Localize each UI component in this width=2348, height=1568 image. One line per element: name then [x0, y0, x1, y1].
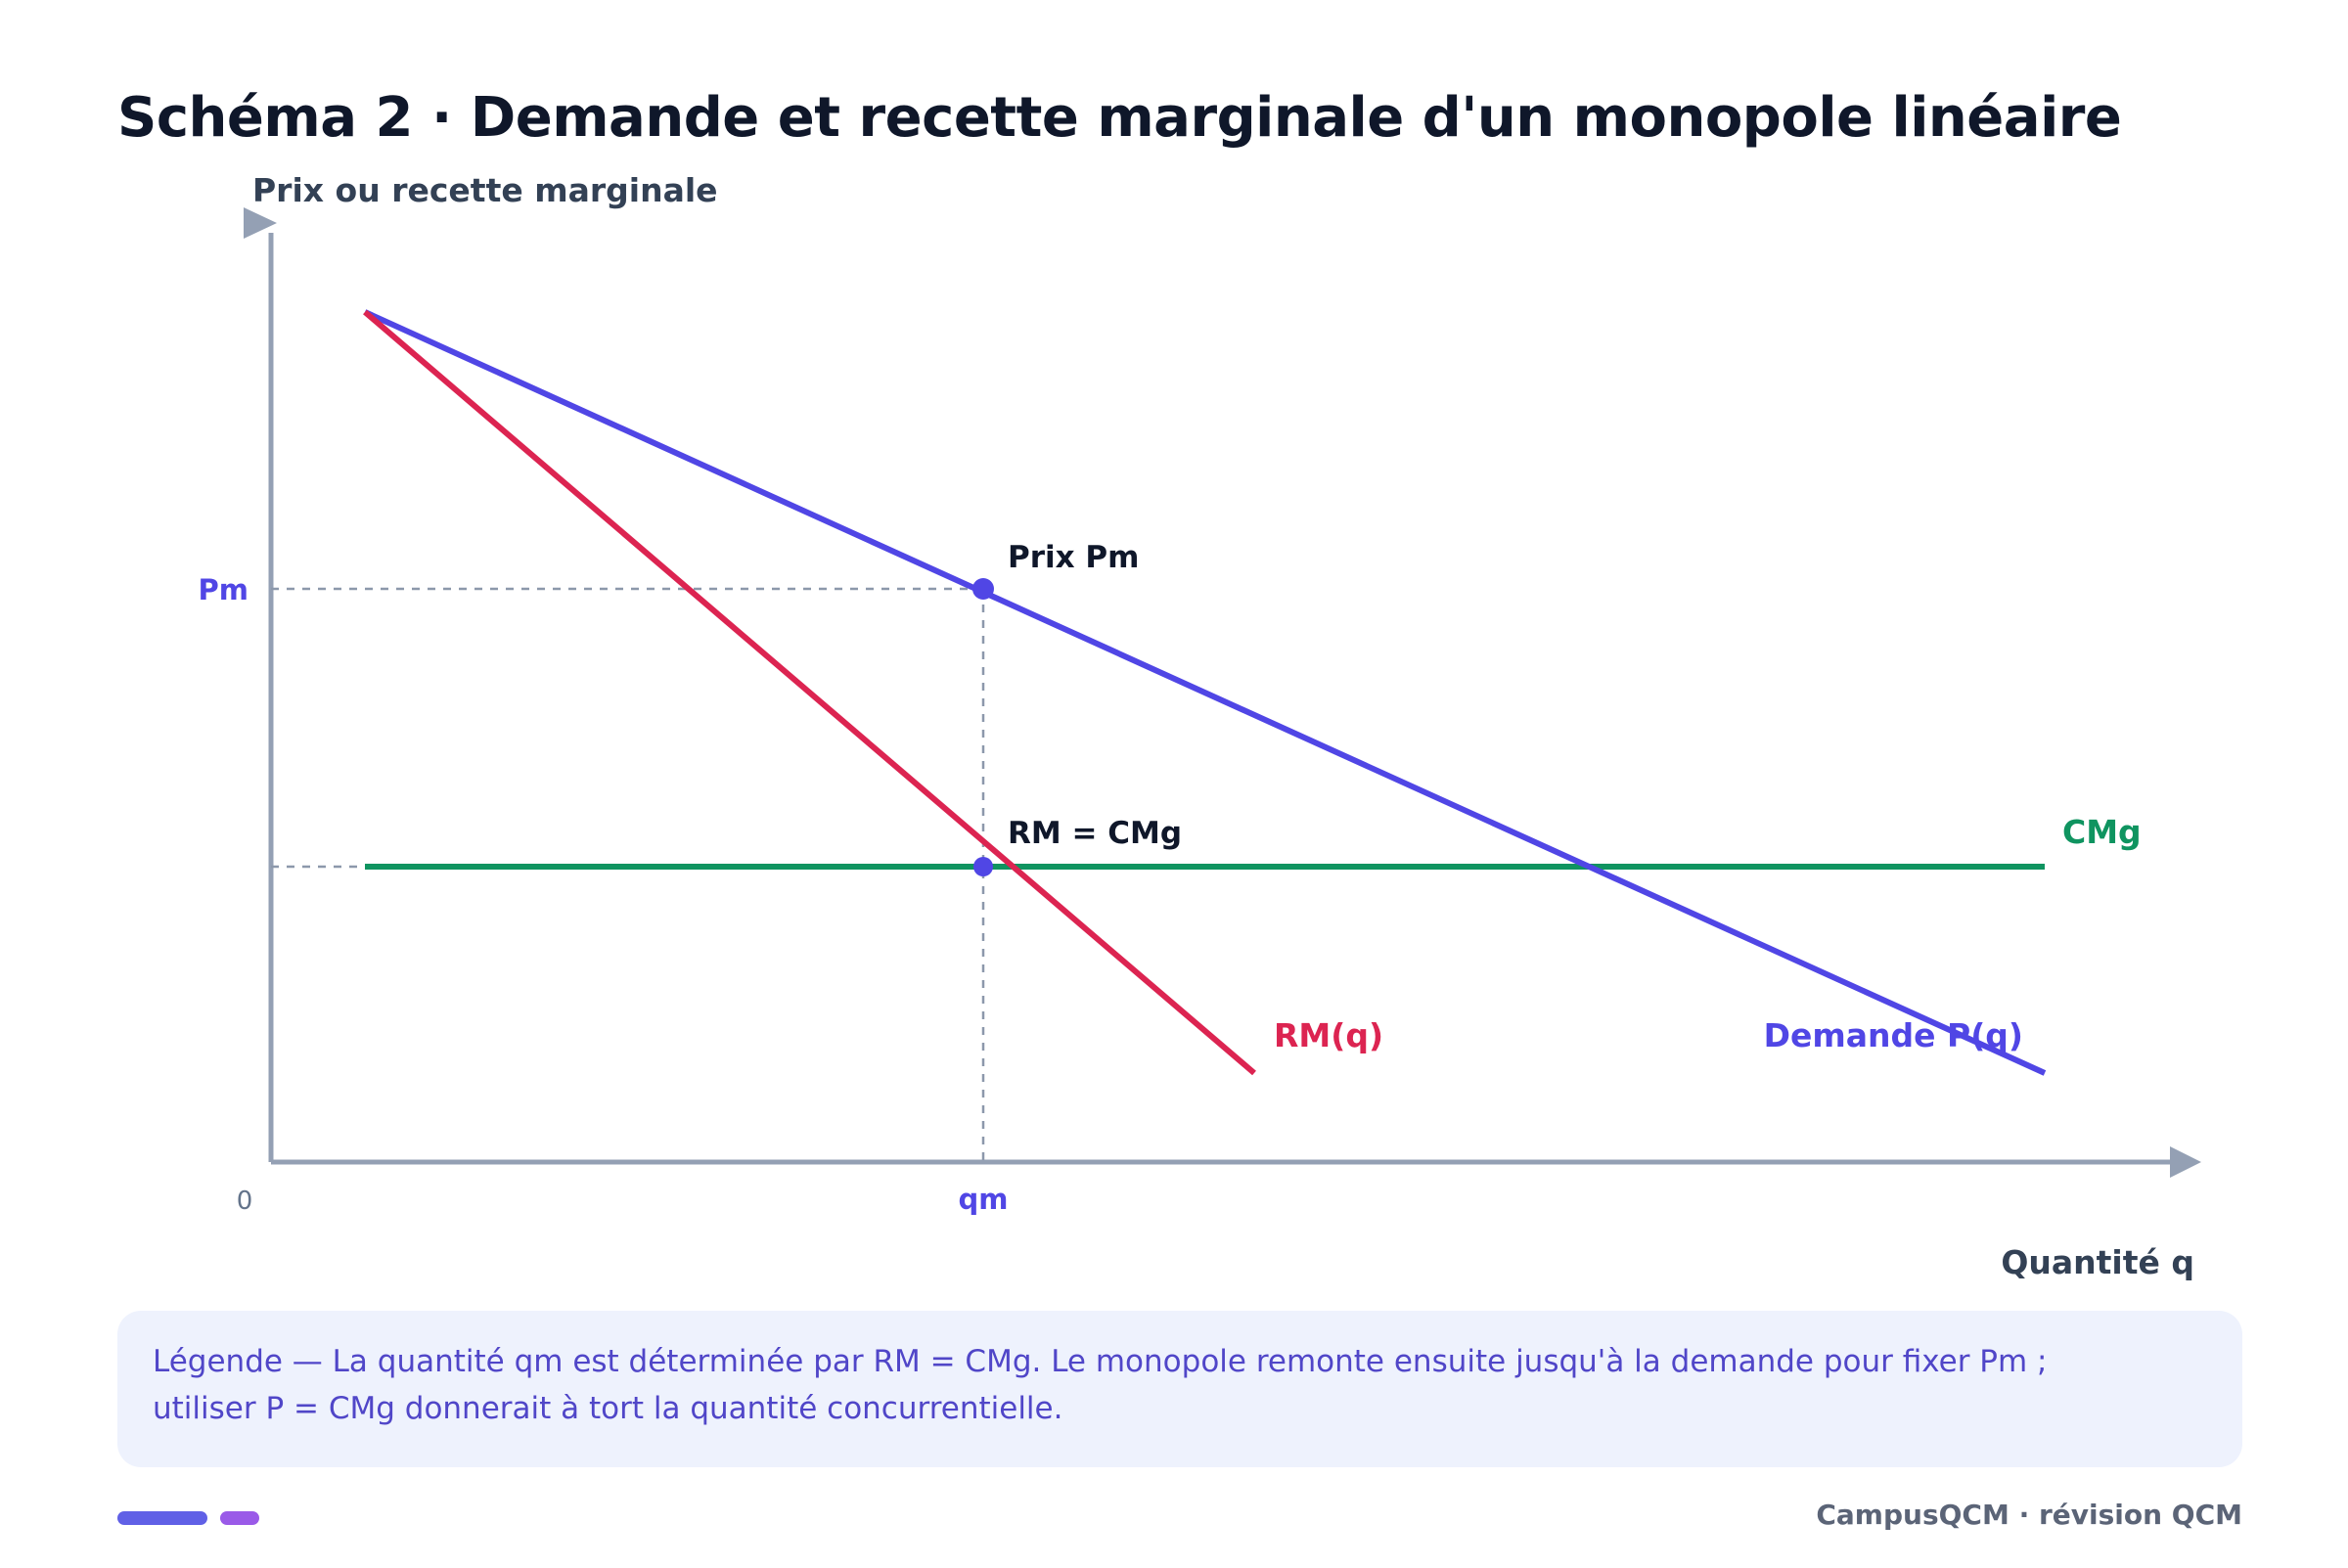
- x-tick-qm: qm: [959, 1183, 1009, 1216]
- brand-accent-dot: [220, 1511, 259, 1525]
- optimum-point-marker: [973, 857, 993, 876]
- mr-line: [363, 309, 1256, 1076]
- footer-brand: CampusQCM · révision QCM: [1816, 1499, 2242, 1531]
- y-axis-arrow: [244, 207, 277, 239]
- demand-label: Demande P(q): [1764, 1016, 2023, 1054]
- origin-label: 0: [237, 1187, 253, 1216]
- optimum-point-label: RM = CMg: [1008, 816, 1182, 851]
- diagram-title: Schéma 2 · Demande et recette marginale …: [117, 86, 2122, 150]
- y-tick-pm: Pm: [199, 573, 248, 606]
- mr-label: RM(q): [1274, 1016, 1383, 1054]
- legend-caption: Légende — La quantité qm est déterminée …: [117, 1311, 2242, 1467]
- price-point-label: Prix Pm: [1008, 540, 1139, 575]
- x-axis-arrow: [2170, 1146, 2201, 1178]
- y-axis-label: Prix ou recette marginale: [252, 171, 718, 209]
- caption-line-1: Légende — La quantité qm est déterminée …: [153, 1344, 2048, 1379]
- cmg-label: CMg: [2062, 813, 2142, 851]
- x-axis-label: Quantité q: [2001, 1243, 2194, 1281]
- price-point-marker: [972, 578, 994, 600]
- brand-accent-bar: [117, 1511, 207, 1525]
- caption-line-2: utiliser P = CMg donnerait à tort la qua…: [153, 1391, 1063, 1426]
- demand-line: [363, 309, 2047, 1076]
